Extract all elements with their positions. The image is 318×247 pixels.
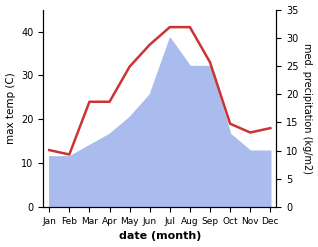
X-axis label: date (month): date (month) [119,231,201,242]
Y-axis label: max temp (C): max temp (C) [5,72,16,144]
Y-axis label: med. precipitation (kg/m2): med. precipitation (kg/m2) [302,43,313,174]
